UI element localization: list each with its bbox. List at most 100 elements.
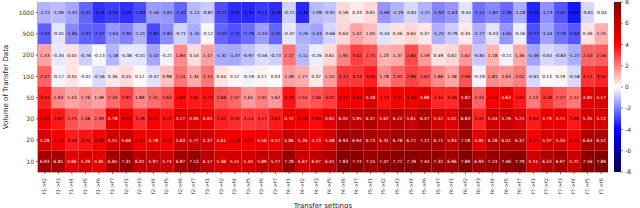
- svg-text:-0.58: -0.58: [569, 74, 580, 79]
- svg-text:-2.77: -2.77: [216, 10, 227, 15]
- svg-text:-1.66: -1.66: [379, 10, 390, 15]
- svg-text:-0.79: -0.79: [446, 31, 457, 36]
- svg-text:1.62: 1.62: [461, 53, 471, 58]
- svg-text:-1.44: -1.44: [541, 31, 552, 36]
- svg-text:4.21: 4.21: [393, 95, 403, 100]
- svg-text:6: 6: [625, 19, 629, 26]
- svg-text:f1->f4: f1->f4: [68, 178, 74, 194]
- svg-text:1.27: 1.27: [298, 74, 308, 79]
- svg-text:6.93: 6.93: [40, 159, 50, 164]
- svg-text:-1.41: -1.41: [66, 10, 77, 15]
- svg-text:f5->f1: f5->f1: [367, 178, 373, 194]
- svg-text:-0.85: -0.85: [474, 53, 485, 58]
- svg-text:10: 10: [26, 158, 34, 165]
- svg-text:-0.61: -0.61: [582, 10, 593, 15]
- svg-text:f5->f6: f5->f6: [421, 178, 427, 194]
- svg-text:f1->f3: f1->f3: [55, 178, 61, 194]
- svg-text:7.79: 7.79: [515, 159, 525, 164]
- svg-text:1.81: 1.81: [488, 74, 498, 79]
- svg-text:-1.73: -1.73: [541, 10, 552, 15]
- svg-text:2.55: 2.55: [298, 95, 308, 100]
- svg-text:-1.65: -1.65: [501, 31, 512, 36]
- svg-text:2.14: 2.14: [203, 74, 213, 79]
- svg-text:1.36: 1.36: [515, 53, 525, 58]
- svg-text:2.84: 2.84: [406, 53, 416, 58]
- svg-text:-0.66: -0.66: [324, 31, 335, 36]
- svg-text:0.12: 0.12: [135, 74, 145, 79]
- svg-text:-0.56: -0.56: [94, 74, 105, 79]
- svg-text:1.63: 1.63: [501, 74, 511, 79]
- svg-text:7.47: 7.47: [379, 159, 389, 164]
- svg-text:f2->f4: f2->f4: [150, 178, 156, 194]
- svg-text:2.02: 2.02: [515, 74, 525, 79]
- svg-text:0.59: 0.59: [339, 10, 349, 15]
- svg-text:2.41: 2.41: [393, 74, 403, 79]
- svg-text:6.81: 6.81: [108, 159, 118, 164]
- svg-text:0.12: 0.12: [230, 74, 240, 79]
- svg-text:-0.04: -0.04: [596, 10, 607, 15]
- svg-text:-0.38: -0.38: [121, 53, 132, 58]
- svg-text:6.41: 6.41: [501, 138, 511, 143]
- svg-text:4.38: 4.38: [94, 138, 104, 143]
- svg-text:2: 2: [625, 62, 629, 69]
- svg-text:-2: -2: [625, 104, 631, 111]
- svg-text:-1.11: -1.11: [297, 53, 308, 58]
- svg-text:5.72: 5.72: [569, 159, 579, 164]
- svg-text:-0.26: -0.26: [514, 31, 525, 36]
- svg-text:Volume of Transfer Data: Volume of Transfer Data: [8, 45, 10, 129]
- svg-text:6.72: 6.72: [406, 138, 416, 143]
- svg-text:5.93: 5.93: [447, 138, 457, 143]
- svg-text:-0.13: -0.13: [94, 53, 105, 58]
- svg-text:f5->f2: f5->f2: [380, 178, 386, 194]
- svg-text:0.64: 0.64: [339, 31, 349, 36]
- svg-text:5.62: 5.62: [379, 116, 389, 121]
- svg-text:1.25: 1.25: [596, 31, 606, 36]
- svg-text:1.34: 1.34: [189, 74, 199, 79]
- svg-text:3.21: 3.21: [583, 74, 593, 79]
- svg-text:-1.53: -1.53: [256, 31, 267, 36]
- svg-text:7.44: 7.44: [420, 159, 430, 164]
- svg-text:2.75: 2.75: [67, 116, 77, 121]
- svg-text:0.98: 0.98: [162, 74, 172, 79]
- svg-text:-1.27: -1.27: [569, 53, 580, 58]
- svg-text:6.97: 6.97: [556, 159, 566, 164]
- svg-text:0.33: 0.33: [352, 10, 362, 15]
- svg-text:5.41: 5.41: [230, 159, 240, 164]
- svg-text:1.55: 1.55: [325, 74, 335, 79]
- svg-text:6.05: 6.05: [339, 116, 349, 121]
- svg-text:2.43: 2.43: [474, 95, 484, 100]
- svg-text:3.13: 3.13: [244, 116, 254, 121]
- svg-text:1.43: 1.43: [40, 53, 50, 58]
- svg-text:4.57: 4.57: [271, 138, 281, 143]
- svg-text:1.84: 1.84: [176, 53, 186, 58]
- svg-text:5.38: 5.38: [216, 159, 226, 164]
- svg-text:2.97: 2.97: [121, 95, 131, 100]
- svg-text:100: 100: [23, 73, 35, 80]
- svg-text:4.71: 4.71: [556, 116, 566, 121]
- svg-text:0.19: 0.19: [556, 74, 566, 79]
- svg-text:4.61: 4.61: [203, 116, 213, 121]
- svg-text:3.55: 3.55: [366, 74, 376, 79]
- svg-text:3.61: 3.61: [529, 116, 539, 121]
- svg-text:-0.61: -0.61: [406, 10, 417, 15]
- svg-text:-0.21: -0.21: [161, 53, 172, 58]
- svg-text:3.61: 3.61: [189, 95, 199, 100]
- svg-text:3.73: 3.73: [379, 95, 389, 100]
- svg-text:3.02: 3.02: [352, 53, 362, 58]
- svg-text:-1.06: -1.06: [53, 10, 64, 15]
- svg-text:5.44: 5.44: [488, 116, 498, 121]
- svg-text:-1.82: -1.82: [161, 31, 172, 36]
- svg-text:3.42: 3.42: [474, 116, 484, 121]
- svg-text:3.51: 3.51: [40, 95, 50, 100]
- svg-text:-3.64: -3.64: [569, 10, 580, 15]
- svg-text:4.63: 4.63: [501, 95, 511, 100]
- svg-text:f7->f4: f7->f4: [570, 178, 576, 194]
- svg-text:f5->f4: f5->f4: [408, 178, 414, 194]
- svg-text:2.13: 2.13: [529, 95, 539, 100]
- svg-text:-0.01: -0.01: [80, 74, 91, 79]
- svg-text:5.89: 5.89: [257, 159, 267, 164]
- svg-text:-0.72: -0.72: [284, 10, 295, 15]
- svg-text:0.53: 0.53: [189, 53, 199, 58]
- svg-text:0.46: 0.46: [583, 31, 593, 36]
- svg-text:-3.28: -3.28: [270, 10, 281, 15]
